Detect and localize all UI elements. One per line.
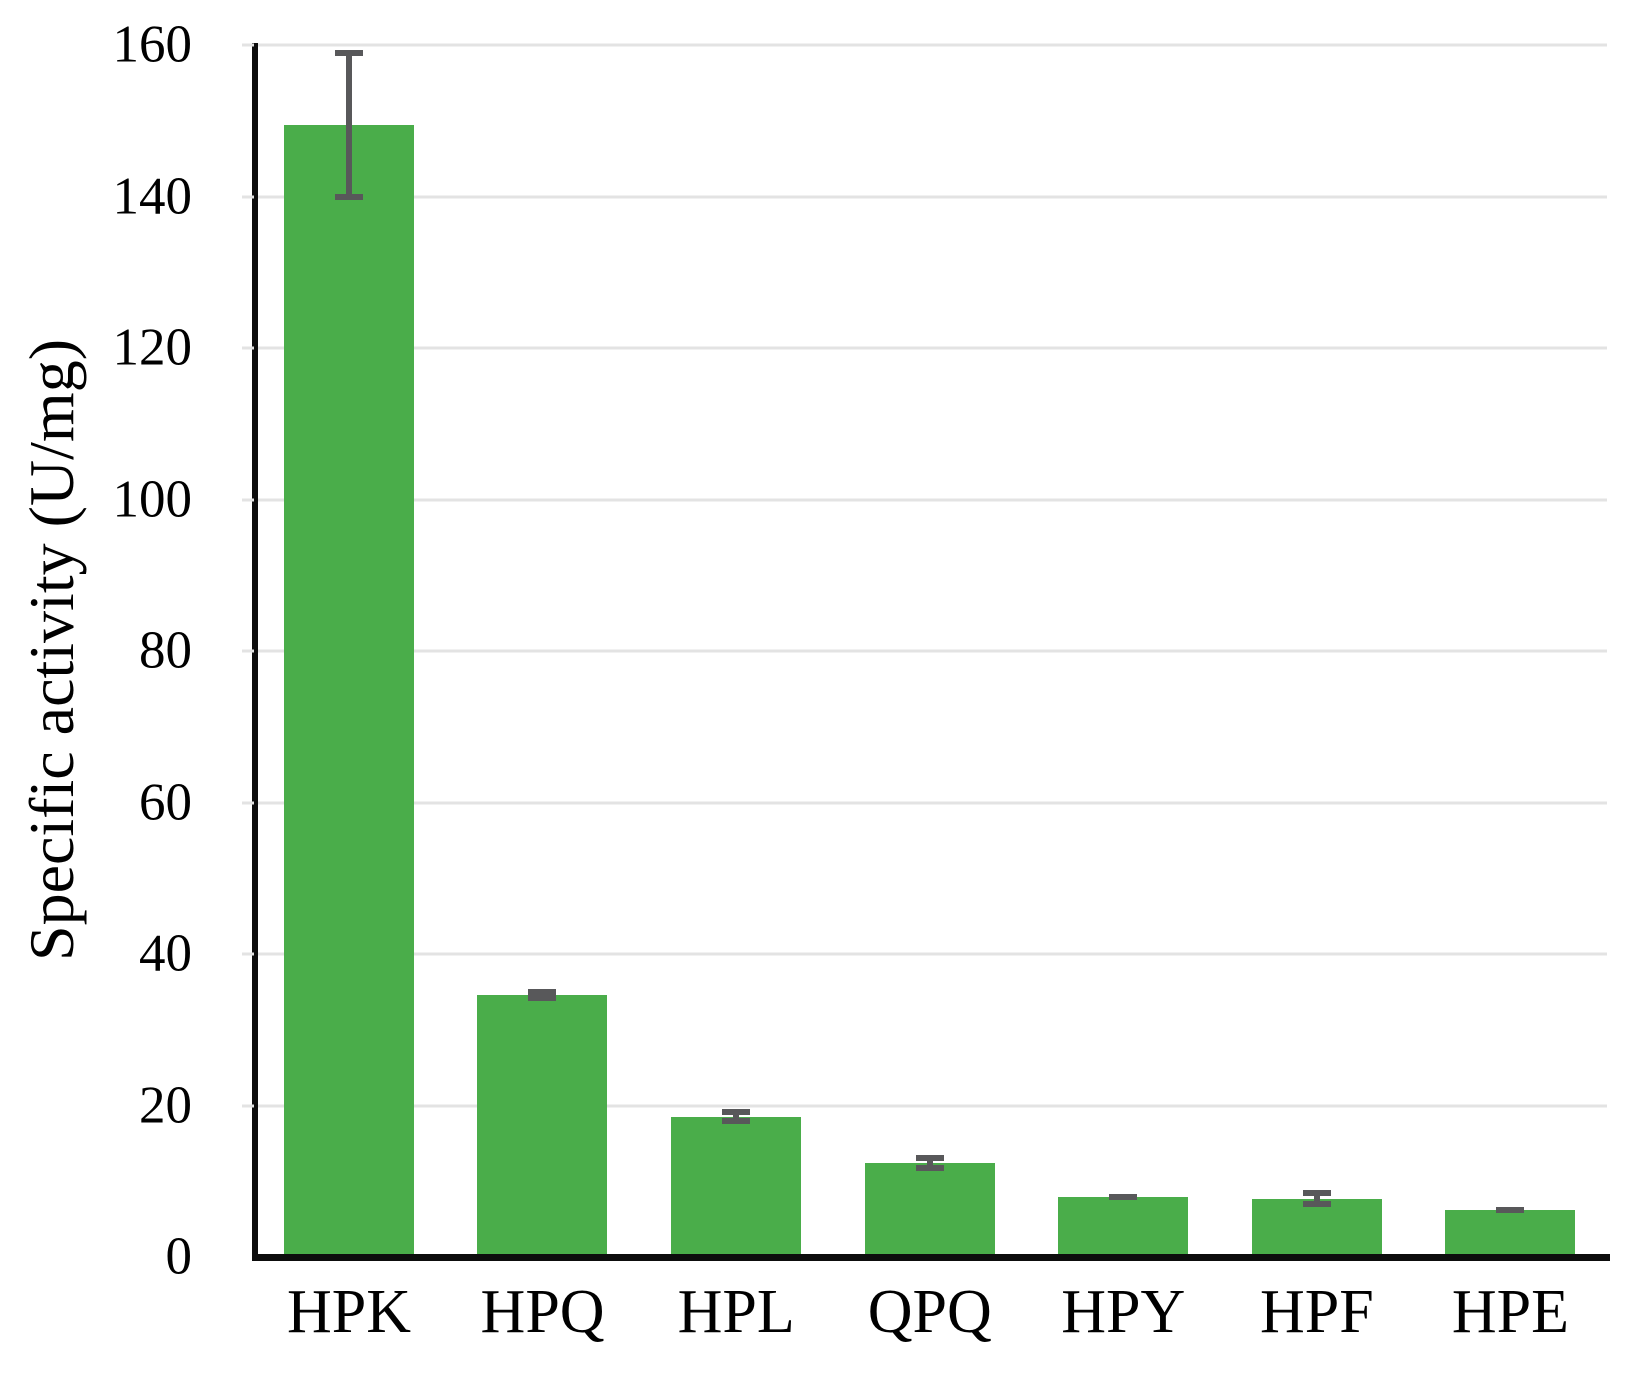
y-axis-tick — [242, 801, 254, 804]
y-axis-tick — [242, 195, 254, 198]
y-axis-tick — [242, 346, 254, 350]
error-bar-hpy — [1109, 1194, 1138, 1201]
error-bar-cap-bottom — [1109, 1194, 1138, 1201]
error-bar-cap-bottom — [721, 1118, 750, 1125]
y-tick-label: 100 — [112, 470, 193, 528]
y-axis-tick — [242, 43, 254, 47]
bar-qpq — [864, 1163, 995, 1257]
error-bar-line — [732, 1109, 739, 1125]
y-tick-label: 140 — [112, 167, 193, 225]
x-tick-label-hpf: HPF — [1259, 1278, 1374, 1346]
gridline — [252, 649, 1607, 653]
error-bar-line — [1313, 1190, 1320, 1207]
y-tick-label: 60 — [139, 773, 192, 831]
gridline — [252, 498, 1607, 501]
error-bar-line — [539, 988, 546, 1001]
y-tick-label: 0 — [165, 1227, 193, 1286]
error-bar-cap-top — [915, 1155, 944, 1162]
bar-hpf — [1251, 1198, 1382, 1257]
gridline — [252, 346, 1607, 350]
y-tick-label: 40 — [139, 924, 192, 983]
error-bar-cap-top — [334, 49, 363, 56]
error-bar-hpe — [1496, 1207, 1525, 1214]
y-tick-label: 160 — [112, 15, 193, 74]
y-axis-tick — [242, 1104, 254, 1107]
x-tick-label-qpq: QPQ — [867, 1278, 992, 1346]
error-bar-cap-bottom — [1496, 1207, 1525, 1214]
x-tick-label-hpq: HPQ — [480, 1278, 605, 1346]
error-bar-cap-bottom — [1302, 1200, 1331, 1207]
x-tick-label-hpl: HPL — [677, 1278, 795, 1346]
plot-area — [252, 43, 1607, 1257]
error-bar-hpk — [334, 49, 363, 200]
y-tick-label: 120 — [112, 318, 193, 377]
error-bar-hpl — [721, 1109, 750, 1125]
bar-hpy — [1058, 1197, 1189, 1257]
gridline — [252, 801, 1607, 804]
error-bar-hpq — [528, 988, 557, 1001]
y-axis-tick — [242, 649, 254, 653]
error-bar-cap-bottom — [528, 994, 557, 1001]
bar-hpk — [283, 124, 414, 1257]
error-bar-cap-bottom — [334, 193, 363, 200]
error-bar-line — [345, 49, 352, 200]
gridline — [252, 43, 1607, 47]
y-axis-tick — [242, 498, 254, 501]
error-bar-line — [926, 1155, 933, 1171]
error-bar-cap-top — [721, 1109, 750, 1116]
y-axis-title: Specific activity (U/mg) — [16, 338, 87, 962]
bar-hpe — [1445, 1210, 1576, 1257]
error-bar-qpq — [915, 1155, 944, 1171]
error-bar-hpf — [1302, 1190, 1331, 1207]
error-bar-cap-bottom — [915, 1164, 944, 1171]
x-axis-line — [252, 1254, 1610, 1261]
gridline — [252, 952, 1607, 956]
x-tick-label-hpk: HPK — [286, 1278, 412, 1346]
y-tick-label: 80 — [139, 621, 192, 680]
error-bar-cap-top — [528, 988, 557, 995]
y-axis-line — [252, 43, 258, 1259]
gridline — [252, 1104, 1607, 1107]
error-bar-cap-top — [1302, 1190, 1331, 1197]
x-tick-label-hpy: HPY — [1061, 1278, 1186, 1346]
y-tick-label: 20 — [139, 1076, 192, 1134]
x-tick-label-hpe: HPE — [1451, 1278, 1569, 1346]
bar-hpq — [477, 994, 608, 1257]
y-axis-tick — [242, 952, 254, 956]
gridline — [252, 195, 1607, 198]
bar-hpl — [670, 1116, 801, 1257]
